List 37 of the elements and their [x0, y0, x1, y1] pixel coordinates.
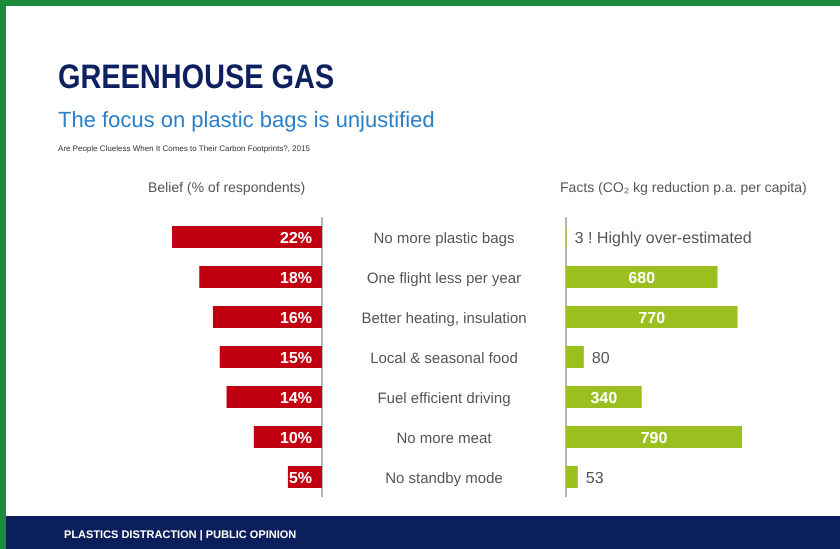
data-label: 680	[628, 270, 656, 287]
bar	[212, 306, 322, 328]
data-label: 14%	[280, 390, 312, 407]
text: GREENHOUSE GAS	[58, 56, 334, 96]
data-label: 18%	[280, 270, 312, 287]
y-tick-label: No more plastic bags	[374, 230, 514, 247]
bar	[220, 346, 322, 368]
data-label: 16%	[280, 310, 312, 327]
bar	[566, 306, 738, 328]
data-label: 340	[590, 390, 618, 407]
y-tick-label: No standby mode	[385, 470, 503, 487]
data-label: 22%	[280, 230, 312, 247]
data-label: 5%	[288, 470, 312, 487]
y-tick-label: Fuel efficient driving	[377, 390, 511, 407]
y-tick-label: One flight less per year	[366, 270, 522, 287]
data-label: 770	[638, 310, 666, 327]
y-tick-label: No more meat	[396, 430, 492, 447]
y-tick-label: Local & seasonal food	[370, 350, 518, 367]
bar	[226, 386, 322, 408]
data-label: 790	[640, 430, 668, 447]
bar	[566, 346, 584, 368]
bar	[566, 466, 578, 488]
text: PLASTICS DISTRACTION | PUBLIC OPINION	[64, 529, 296, 541]
data-label: 10%	[280, 430, 312, 447]
chart-title: Belief (% of respondents)	[148, 179, 306, 195]
data-label: 3 ! Highly over-estimated	[574, 230, 752, 247]
bar	[566, 266, 718, 288]
text: The focus on plastic bags is unjustified	[58, 107, 435, 132]
bar	[199, 266, 322, 288]
bar	[172, 226, 322, 248]
data-label: 53	[586, 470, 604, 487]
bar	[566, 426, 742, 448]
y-tick-label: Better heating, insulation	[361, 310, 527, 327]
data-label: 80	[592, 350, 610, 367]
chart-title: Facts (CO₂ kg reduction p.a. per capita)	[560, 179, 807, 195]
text: Are People Clueless When It Comes to Their Carbon Footprints?, 2015	[58, 144, 311, 153]
data-label: 15%	[280, 350, 312, 367]
